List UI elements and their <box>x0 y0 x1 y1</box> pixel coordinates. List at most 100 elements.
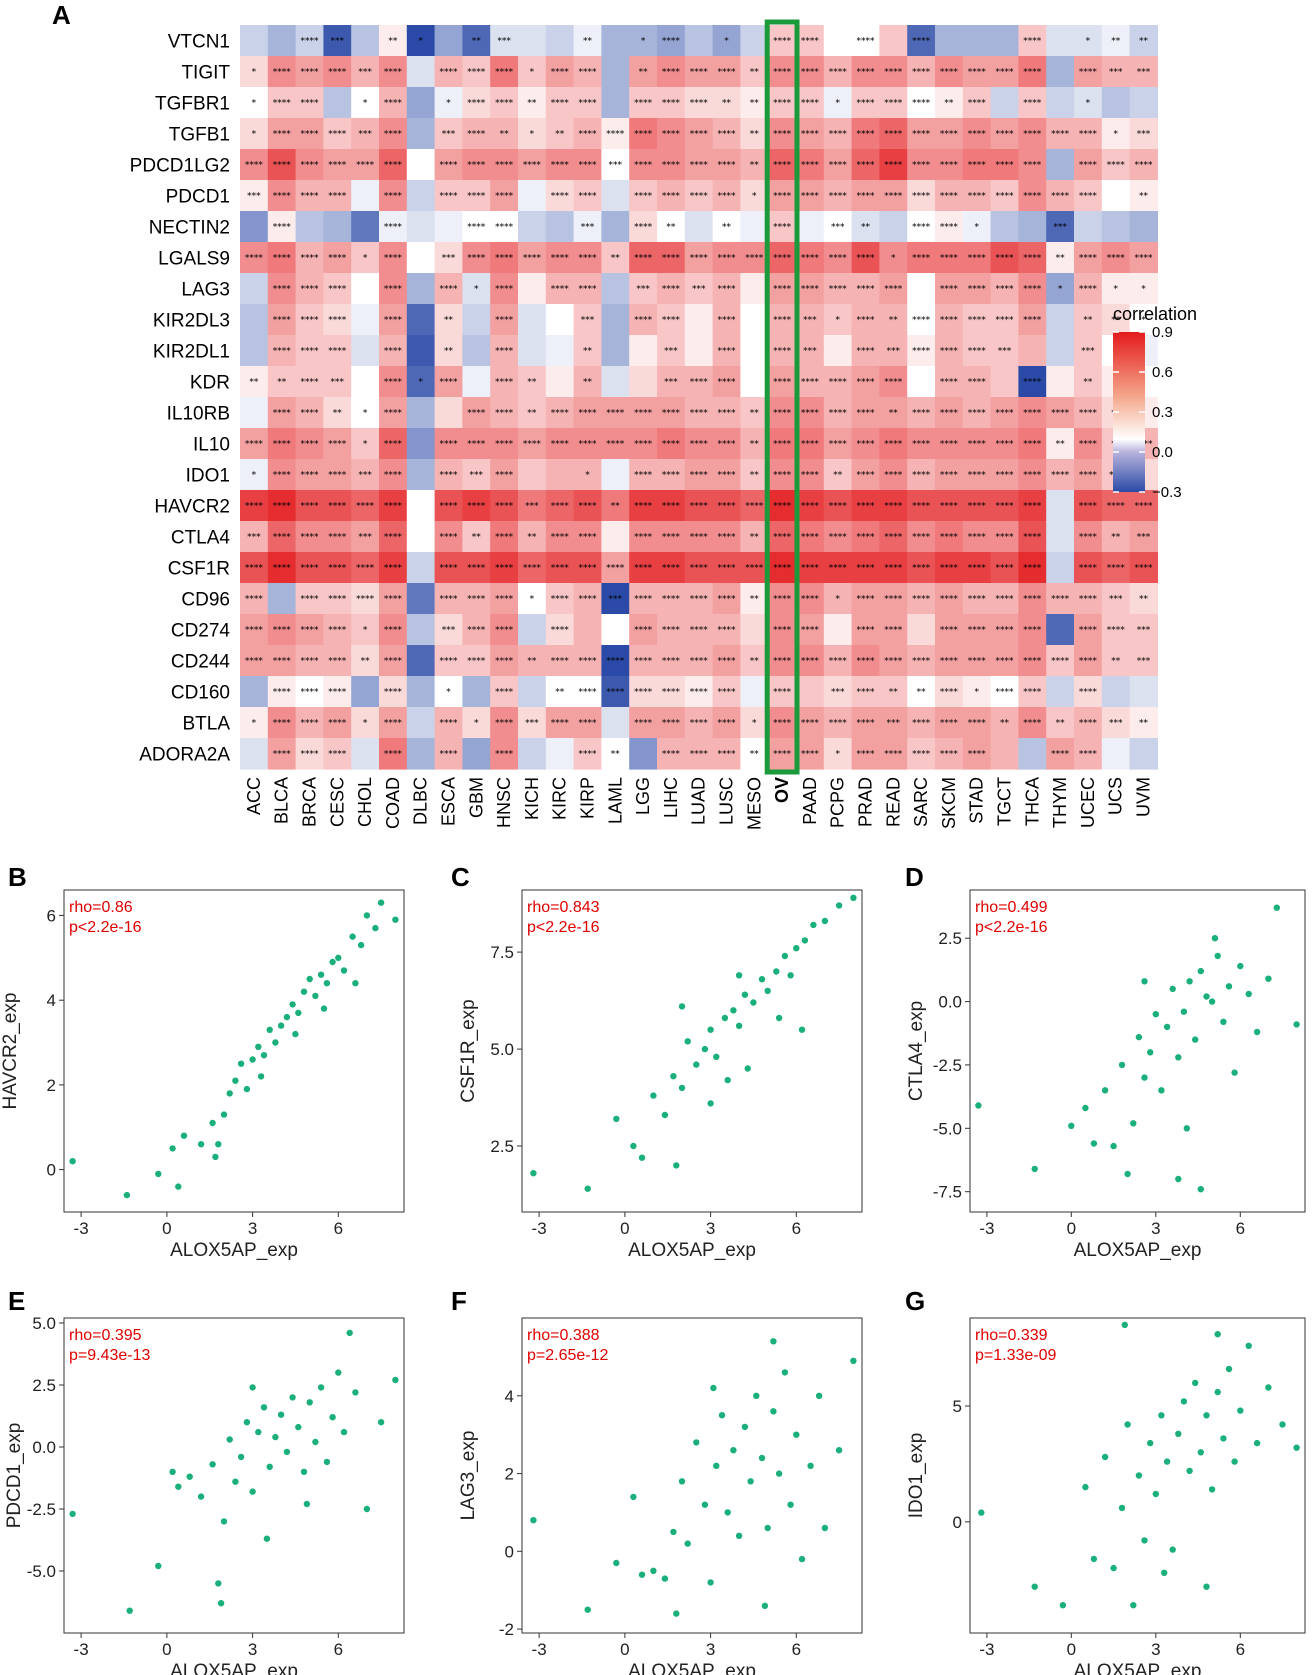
significance-stars-KIR2DL1-PAAD: *** <box>803 347 817 357</box>
heatmap-cell-ADORA2A-UCS <box>1101 738 1131 770</box>
heatmap-cell-CD274-BLCA <box>267 614 297 646</box>
significance-stars-KIR2DL3-UCEC: ** <box>1083 316 1093 326</box>
significance-stars-TGFBR1-BRCA: **** <box>301 99 320 109</box>
p-value: p<2.2e-16 <box>527 919 600 936</box>
heatmap-cell-NECTIN2-TGCT <box>990 211 1019 243</box>
significance-stars-TIGIT-GBM: **** <box>467 68 486 78</box>
significance-stars-CD96-MESO: ** <box>750 595 760 605</box>
heatmap-cell-IDO1-CHOL <box>351 459 380 491</box>
heatmap-cell-NECTIN2-CESC <box>323 211 352 243</box>
significance-stars-CD244-ACC: **** <box>245 657 264 667</box>
heatmap-cell-IDO1-SARC <box>907 459 936 491</box>
heatmap-cell-VTCN1-THCA <box>1018 25 1047 57</box>
scatter-point <box>220 1111 228 1118</box>
heatmap-cell-LGALS9-SKCM <box>935 242 964 274</box>
significance-stars-ADORA2A-THYM: **** <box>1051 750 1070 760</box>
scatter-point <box>1152 1490 1160 1498</box>
y-tick-label: 0 <box>505 1542 514 1561</box>
significance-stars-PDCD1LG2-CESC: **** <box>328 161 347 171</box>
heatmap-cell-IL10RB-DLBC <box>406 397 436 429</box>
significance-stars-ADORA2A-BRCA: **** <box>301 750 320 760</box>
heatmap-cell-HAVCR2-CESC <box>323 490 352 522</box>
scatter-point <box>215 1141 222 1148</box>
heatmap-cell-CD160-CHOL <box>351 676 380 708</box>
scatter-point <box>237 1453 245 1461</box>
significance-stars-TIGIT-UCS: *** <box>1109 68 1123 78</box>
heatmap-cell-KIR2DL3-READ <box>879 304 908 336</box>
significance-stars-IL10RB-PCPG: **** <box>829 409 848 419</box>
significance-stars-CD160-THCA: **** <box>1023 688 1042 698</box>
heatmap-cell-HAVCR2-PCPG <box>823 490 853 522</box>
heatmap-cell-TGFBR1-BLCA <box>267 87 297 119</box>
significance-stars-KIR2DL1-CESC: **** <box>328 347 347 357</box>
scatter-point <box>255 1428 262 1436</box>
heatmap-cell-IDO1-KIRC <box>545 459 575 491</box>
significance-stars-KIR2DL3-COAD: **** <box>384 316 403 326</box>
heatmap-cell-LGALS9-BLCA <box>267 242 297 274</box>
heatmap-cell-IDO1-BLCA <box>267 459 297 491</box>
y-tick-label: 5.0 <box>32 1314 56 1333</box>
heatmap-cell-PDCD1LG2-CHOL <box>351 149 380 181</box>
significance-stars-HAVCR2-UVM: **** <box>1135 502 1154 512</box>
significance-stars-IL10-UCEC: **** <box>1079 440 1098 450</box>
significance-stars-PDCD1LG2-UCS: **** <box>1107 161 1126 171</box>
heatmap-cell-LAG3-PRAD <box>851 273 880 305</box>
scatter-point <box>678 1084 686 1092</box>
scatter-point <box>352 980 359 987</box>
heatmap-cell-CD274-UCEC <box>1074 614 1103 646</box>
significance-stars-VTCN1-KIRP: ** <box>583 37 593 47</box>
heatmap-cell-ADORA2A-MESO <box>740 738 769 770</box>
x-tick-label: 6 <box>792 1640 801 1659</box>
significance-stars-TGFB1-LUSC: **** <box>718 130 737 140</box>
scatter-point <box>126 1607 133 1614</box>
significance-stars-TGFBR1-PAAD: **** <box>801 99 820 109</box>
significance-stars-ADORA2A-READ: **** <box>884 750 903 760</box>
heatmap-cell-TIGIT-UCEC <box>1074 56 1103 88</box>
significance-stars-NECTIN2-PRAD: ** <box>861 223 871 233</box>
heatmap-cell-PDCD1LG2-DLBC <box>406 149 436 181</box>
significance-stars-NECTIN2-LIHC: ** <box>666 223 676 233</box>
scatter-point <box>815 1392 823 1400</box>
heatmap-cell-PDCD1LG2-UCEC <box>1074 149 1103 181</box>
heatmap-cell-CTLA4-THCA <box>1018 521 1047 553</box>
heatmap-cell-KDR-DLBC <box>406 366 436 398</box>
heatmap-cell-IDO1-THCA <box>1018 459 1047 491</box>
gene-label: CTLA4 <box>171 528 231 549</box>
significance-stars-IL10RB-READ: ** <box>889 409 899 419</box>
heatmap-cell-TGFB1-OV <box>768 118 797 150</box>
scatter-point <box>1147 1049 1154 1056</box>
rho-value: rho=0.339 <box>975 1327 1048 1344</box>
significance-stars-TGFBR1-SKCM: ** <box>944 99 954 109</box>
heatmap-cell-TGFB1-PCPG <box>823 118 853 150</box>
heatmap-cell-TIGIT-LUSC <box>712 56 741 88</box>
significance-stars-HAVCR2-BRCA: **** <box>301 502 320 512</box>
significance-stars-CD96-ESCA: **** <box>440 595 459 605</box>
significance-stars-IL10-BLCA: **** <box>273 440 292 450</box>
significance-stars-NECTIN2-SARC: **** <box>912 223 931 233</box>
significance-stars-VTCN1-BRCA: **** <box>301 37 320 47</box>
heatmap-cell-BTLA-UVM <box>1129 707 1158 739</box>
heatmap-cell-BTLA-LIHC <box>657 707 686 739</box>
significance-stars-VTCN1-DLBC: * <box>418 37 423 47</box>
scatter-point <box>793 1431 800 1438</box>
significance-stars-HAVCR2-BLCA: **** <box>273 502 292 512</box>
significance-stars-IL10RB-SKCM: **** <box>940 409 959 419</box>
significance-stars-PDCD1-SARC: **** <box>912 192 931 202</box>
significance-stars-CD96-SKCM: **** <box>940 595 959 605</box>
significance-stars-IDO1-ESCA: **** <box>440 471 459 481</box>
heatmap-cell-CD244-UCEC <box>1074 645 1103 677</box>
significance-stars-CTLA4-KICH: ** <box>527 533 537 543</box>
significance-stars-LAG3-PRAD: **** <box>857 285 876 295</box>
significance-stars-PDCD1LG2-THCA: **** <box>1023 161 1042 171</box>
significance-stars-BTLA-HNSC: **** <box>495 719 514 729</box>
scatter-point <box>678 1003 686 1010</box>
heatmap-cell-IL10-STAD <box>962 428 992 460</box>
scatter-point <box>707 1100 714 1107</box>
significance-stars-IL10RB-LUAD: **** <box>690 409 709 419</box>
scatter-point <box>1183 1125 1191 1132</box>
significance-stars-CD160-LGG: **** <box>634 688 653 698</box>
significance-stars-CD160-LUSC: **** <box>718 688 737 698</box>
significance-stars-PDCD1-MESO: * <box>752 192 757 202</box>
heatmap-cell-TGFBR1-UCS <box>1101 87 1131 119</box>
heatmap-cell-ADORA2A-KICH <box>518 738 547 770</box>
